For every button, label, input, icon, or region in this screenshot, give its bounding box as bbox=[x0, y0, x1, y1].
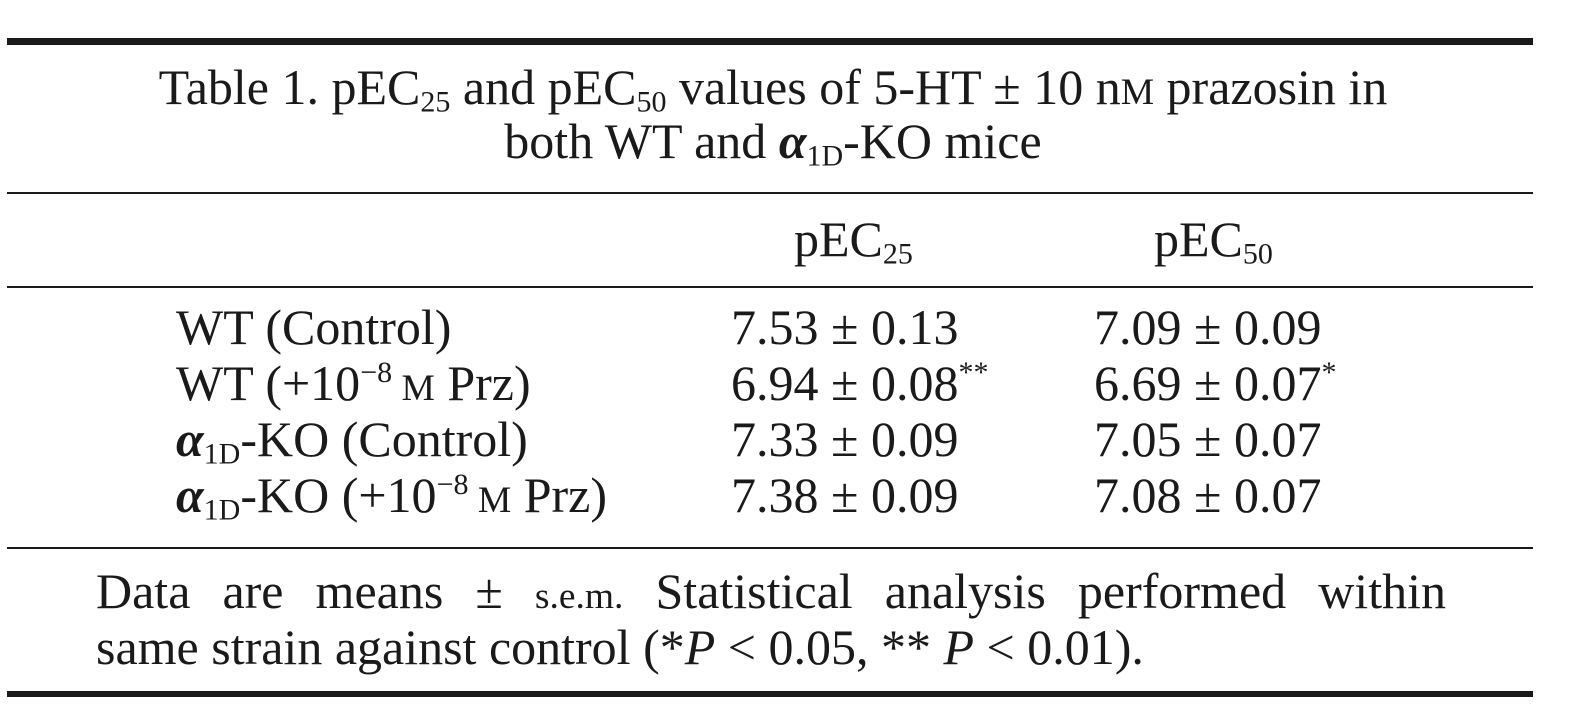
cell-pec50: 7.08 ± 0.07 bbox=[1094, 467, 1322, 523]
table-footnote-line-2: same strain against control (*P < 0.05, … bbox=[96, 619, 1144, 675]
row-label: α1D-KO (Control) bbox=[176, 411, 528, 471]
row-label: WT (Control) bbox=[176, 299, 452, 355]
header-rule-bottom bbox=[7, 286, 1533, 288]
header-rule-top bbox=[7, 192, 1533, 194]
column-header-pec50: pEC50 bbox=[1154, 211, 1273, 271]
cell-pec50: 6.69 ± 0.07* bbox=[1094, 355, 1337, 411]
top-rule bbox=[7, 38, 1533, 45]
column-header-pec25: pEC25 bbox=[794, 211, 913, 271]
cell-pec25: 7.53 ± 0.13 bbox=[731, 299, 959, 355]
bottom-rule bbox=[7, 691, 1533, 697]
cell-pec25: 7.33 ± 0.09 bbox=[731, 411, 959, 467]
cell-pec25: 6.94 ± 0.08** bbox=[731, 355, 989, 411]
body-rule-bottom bbox=[7, 547, 1533, 549]
row-label: WT (+10−8 M Prz) bbox=[176, 355, 531, 411]
cell-pec25: 7.38 ± 0.09 bbox=[731, 467, 959, 523]
table-footnote-line-1: Data are means ± s.e.m. Statistical anal… bbox=[96, 563, 1446, 619]
table-caption-line-2: both WT and α1D-KO mice bbox=[504, 113, 1042, 173]
row-label: α1D-KO (+10−8 M Prz) bbox=[176, 467, 608, 527]
cell-pec50: 7.05 ± 0.07 bbox=[1094, 411, 1322, 467]
table-caption-line-1: Table 1. pEC25 and pEC50 values of 5-HT … bbox=[158, 59, 1388, 119]
cell-pec50: 7.09 ± 0.09 bbox=[1094, 299, 1322, 355]
